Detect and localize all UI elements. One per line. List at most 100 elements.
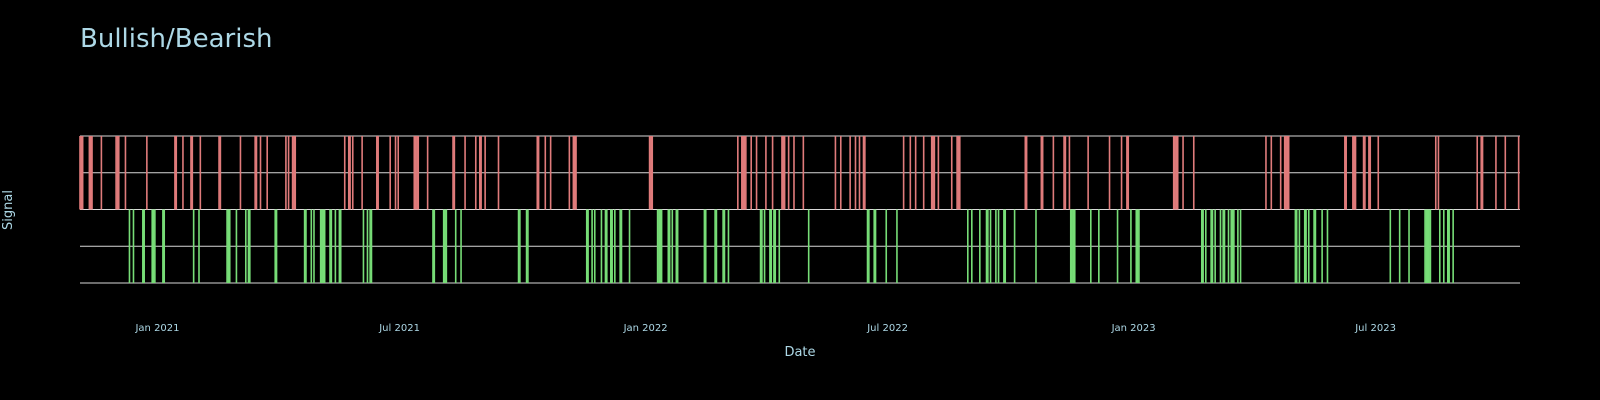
bullish-bar [432,209,434,283]
bullish-bar [313,209,315,283]
bearish-bar [1064,136,1067,210]
bullish-bar [1223,209,1226,283]
bearish-bar [453,136,456,210]
bearish-bar [116,136,119,210]
bullish-bar [671,209,674,283]
bearish-bar [834,136,837,210]
bearish-bar [650,136,652,210]
bearish-bar [1286,136,1289,210]
bearish-bar [932,136,934,210]
bullish-bar [433,209,436,283]
bearish-bar [291,136,294,210]
bearish-bar [1040,136,1043,210]
bearish-bar [1368,136,1370,210]
bullish-bar [226,209,228,283]
bullish-bar [866,209,869,283]
bearish-bar [1176,136,1179,210]
bullish-bar [715,209,718,283]
bearish-bar [933,136,936,210]
bullish-bar [362,209,365,283]
bearish-bar [1364,136,1366,210]
bullish-bar [227,209,230,283]
bearish-bar [175,136,178,210]
bullish-bar [1004,209,1007,283]
bearish-bar [745,136,747,210]
bearish-bar [755,136,758,210]
bearish-bar [464,136,466,210]
bearish-bar [742,136,744,210]
bearish-bar [575,136,577,210]
bullish-bar [1090,209,1092,283]
bullish-bar [774,209,777,283]
bearish-bar [416,136,418,210]
bearish-bar [124,136,127,210]
bullish-bar [987,209,989,283]
bullish-bar [675,209,678,283]
bullish-bar [659,209,662,283]
bullish-bar [1314,209,1317,283]
bullish-bar [1098,209,1100,283]
bearish-bar [239,136,242,210]
bullish-bar [668,209,671,283]
x-tick-label: Jul 2022 [866,323,908,334]
bullish-bar [517,209,520,283]
bullish-bar [442,209,445,283]
bullish-bar [1438,209,1441,283]
bearish-bar [191,136,194,210]
bullish-bar [1214,209,1216,283]
bullish-bar [334,209,337,283]
bearish-bar [1476,136,1479,210]
bullish-bar [527,209,529,283]
bearish-bar [839,136,842,210]
bearish-bar [573,136,576,210]
bullish-bar [235,209,238,283]
bearish-bar [1087,136,1089,210]
bearish-bar [413,136,416,210]
bearish-bar [572,136,575,210]
bearish-bar [478,136,481,210]
bullish-bar [151,209,153,283]
bearish-bar [781,136,783,210]
bearish-bar [1172,136,1175,210]
bullish-bar [1429,209,1432,283]
bearish-bar [1025,136,1028,210]
bearish-bar [957,136,960,210]
bearish-bar [426,136,429,210]
y-axis-label: Signal [1,190,16,230]
bearish-bar [474,136,477,210]
bullish-bar [330,209,333,283]
bullish-bar [591,209,593,283]
bullish-bar [1448,209,1450,283]
bearish-bar [956,136,958,210]
bearish-bar [782,136,785,210]
bullish-bar [985,209,988,283]
bullish-bar [444,209,446,283]
bearish-bar [1345,136,1347,210]
bullish-bar [1326,209,1329,283]
bearish-bar [343,136,346,210]
x-axis-ticks: Jan 2021 Jul 2021 Jan 2022 Jul 2022 Jan 2023… [134,323,1395,334]
bullish-bar [727,209,730,283]
bullish-bar [366,209,369,283]
bullish-bar [1307,209,1310,283]
bullish-bar [1130,209,1132,283]
bearish-bar [1362,136,1365,210]
bullish-bar [868,209,870,283]
bearish-bar [115,136,117,210]
bearish-bar [417,136,420,210]
bearish-bar [219,136,222,210]
bullish-bar [997,209,1000,283]
bearish-bar [349,136,351,210]
bullish-bar [1447,209,1449,283]
bearish-bar [89,136,92,210]
bullish-bar [1136,209,1139,283]
bearish-bar [568,136,571,210]
bearish-bar [199,136,202,210]
bearish-bar [1283,136,1286,210]
bullish-bar [807,209,810,283]
bearish-bar [902,136,905,210]
bullish-bar [1202,209,1204,283]
bullish-bar [600,209,603,283]
bullish-bar [656,209,659,283]
